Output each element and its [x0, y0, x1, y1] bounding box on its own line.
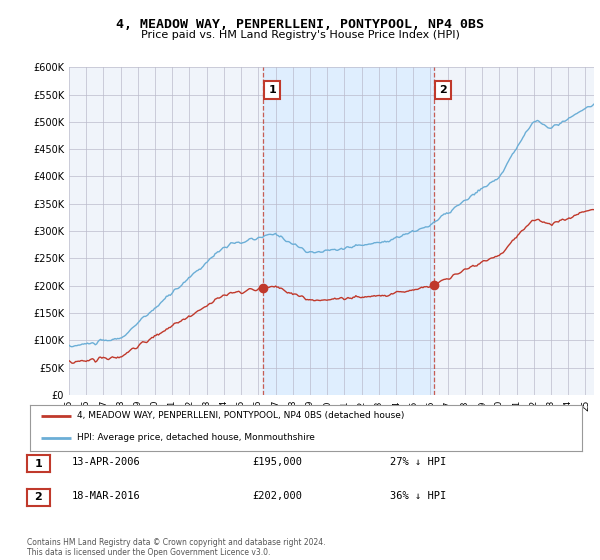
Text: 4, MEADOW WAY, PENPERLLENI, PONTYPOOL, NP4 0BS (detached house): 4, MEADOW WAY, PENPERLLENI, PONTYPOOL, N… — [77, 412, 404, 421]
Text: Price paid vs. HM Land Registry's House Price Index (HPI): Price paid vs. HM Land Registry's House … — [140, 30, 460, 40]
Text: 1: 1 — [35, 459, 42, 469]
Text: 13-APR-2006: 13-APR-2006 — [72, 457, 141, 467]
Text: 18-MAR-2016: 18-MAR-2016 — [72, 491, 141, 501]
Text: £195,000: £195,000 — [252, 457, 302, 467]
Text: £202,000: £202,000 — [252, 491, 302, 501]
Text: 1: 1 — [268, 85, 276, 95]
Text: 2: 2 — [439, 85, 447, 95]
Text: 27% ↓ HPI: 27% ↓ HPI — [390, 457, 446, 467]
Text: Contains HM Land Registry data © Crown copyright and database right 2024.
This d: Contains HM Land Registry data © Crown c… — [27, 538, 325, 557]
Bar — [263, 67, 434, 395]
Text: 36% ↓ HPI: 36% ↓ HPI — [390, 491, 446, 501]
Text: 4, MEADOW WAY, PENPERLLENI, PONTYPOOL, NP4 0BS: 4, MEADOW WAY, PENPERLLENI, PONTYPOOL, N… — [116, 18, 484, 31]
Text: 2: 2 — [35, 492, 42, 502]
Text: HPI: Average price, detached house, Monmouthshire: HPI: Average price, detached house, Monm… — [77, 433, 315, 442]
